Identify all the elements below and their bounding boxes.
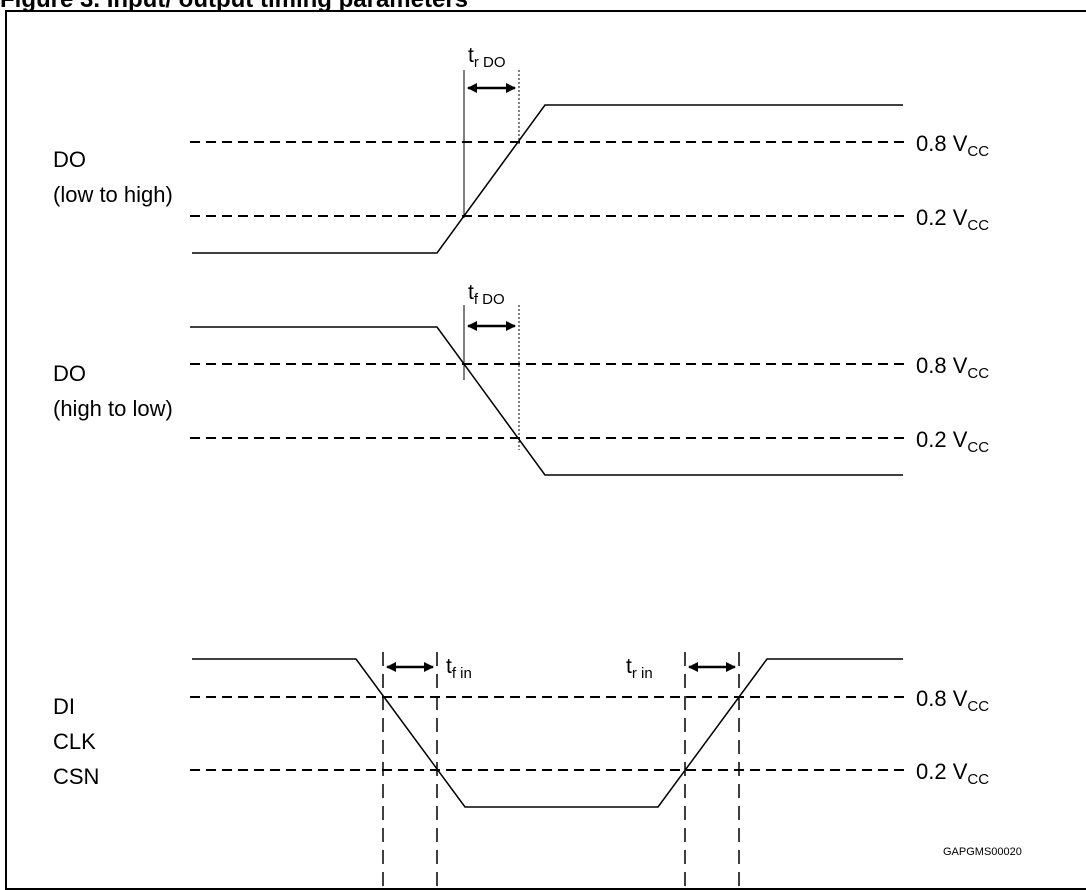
figure-code: GAPGMS00020: [943, 846, 1022, 858]
inputs-waveform: [192, 658, 903, 808]
do-rise-label-line2: (low to high): [53, 182, 173, 207]
threshold-label-low: 0.2 VCC: [916, 759, 989, 788]
tf-in-label: tf in: [446, 655, 472, 682]
threshold-label-high: 0.8 VCC: [916, 131, 989, 160]
threshold-label-high: 0.8 VCC: [916, 686, 989, 715]
threshold-label-high: 0.8 VCC: [916, 353, 989, 382]
do-fall-label-line2: (high to low): [53, 396, 173, 421]
threshold-label-low: 0.2 VCC: [916, 427, 989, 456]
figure-frame: [5, 10, 1086, 890]
figure-title: Figure 3. Input/ output timing parameter…: [0, 0, 468, 14]
inputs-label-line2: CLK: [53, 729, 96, 754]
tf-do-label: tf DO: [468, 281, 505, 308]
threshold-label-low: 0.2 VCC: [916, 205, 989, 234]
do-rise-label-line1: DO: [53, 147, 86, 172]
inputs-label-line3: CSN: [53, 764, 99, 789]
inputs-section: tf in tr in DI CLK CSN 0.8 VCC 0.2 VCC: [53, 652, 989, 890]
do-rise-section: tr DO DO (low to high) 0.8 VCC 0.2 VCC: [53, 44, 989, 254]
tr-do-label: tr DO: [468, 44, 506, 71]
inputs-label-line1: DI: [53, 694, 75, 719]
tr-in-label: tr in: [626, 655, 653, 682]
do-rise-waveform: [192, 104, 903, 254]
do-fall-label-line1: DO: [53, 361, 86, 386]
do-fall-waveform: [190, 326, 903, 476]
do-fall-section: tf DO DO (high to low) 0.8 VCC 0.2 VCC: [53, 281, 989, 476]
